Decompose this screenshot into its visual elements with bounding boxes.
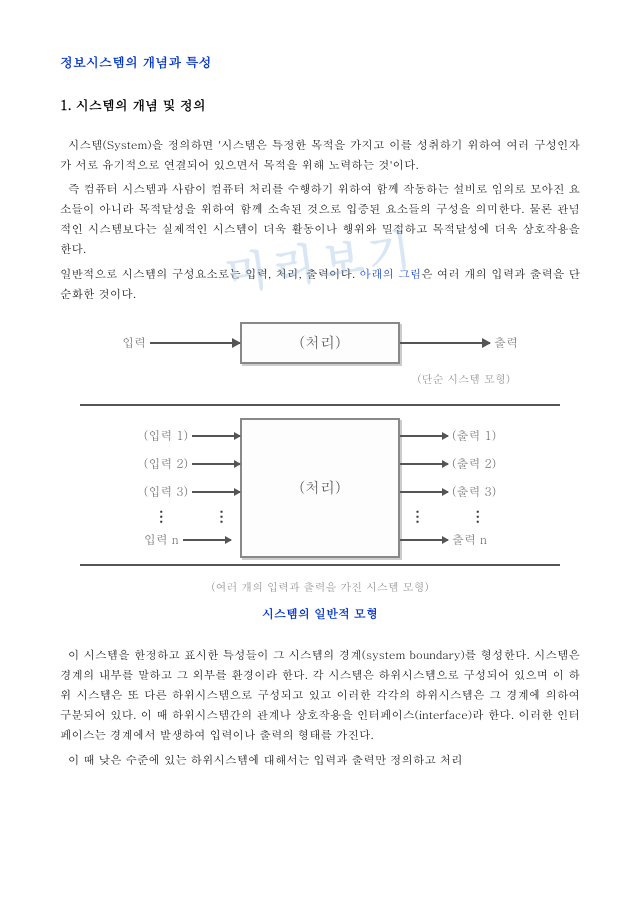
input-2-label: (입력 2)	[144, 453, 188, 475]
input-label: 입력	[122, 332, 146, 354]
figure-title: 시스템의 일반적 모형	[60, 603, 580, 625]
paragraph-1: 시스템(System)을 정의하면 '시스템은 특정한 목적을 가지고 이를 성…	[60, 135, 580, 175]
diagram-simple-system: 입력 (처리) 출력 (단순 시스템 모형) (입력 1) (입력 2) (입력…	[60, 322, 580, 625]
arrow-icon	[400, 463, 448, 465]
page-title: 정보시스템의 개념과 특성	[60, 50, 580, 73]
output-2-label: (출력 2)	[452, 453, 496, 475]
arrow-icon	[400, 539, 448, 541]
output-1-label: (출력 1)	[452, 425, 496, 447]
paragraph-2a: 즉 컴퓨터 시스템과 사람이 컴퓨터 처리를 수행하기 위하여 함께 작동하는 …	[60, 179, 580, 260]
input-1-label: (입력 1)	[144, 425, 188, 447]
arrow-icon	[150, 342, 240, 344]
diagram-multi-io: (입력 1) (입력 2) (입력 3) ⋮ ⋮ 입력 n (처리) (출력 1…	[60, 418, 580, 558]
section-heading: 1. 시스템의 개념 및 정의	[60, 93, 580, 116]
arrow-icon	[400, 342, 490, 344]
input-n-label: 입력 n	[144, 529, 179, 551]
arrow-icon	[400, 491, 448, 493]
arrow-icon	[400, 435, 448, 437]
vdots-icon: ⋮ ⋮	[400, 510, 496, 521]
diagram1-caption: (단순 시스템 모형)	[60, 370, 580, 390]
arrow-icon	[192, 491, 240, 493]
input-3-label: (입력 3)	[144, 481, 188, 503]
divider-line	[80, 564, 560, 566]
paragraph-2b-link: 아래의 그림	[360, 266, 422, 282]
output-n-label: 출력 n	[452, 529, 487, 551]
paragraph-4: 이 때 낮은 수준에 있는 하위시스템에 대해서는 입력과 출력만 정의하고 처…	[60, 750, 580, 770]
paragraph-3: 이 시스템을 한정하고 표시한 특성들이 그 시스템의 경계(system bo…	[60, 645, 580, 746]
arrow-icon	[183, 539, 231, 541]
arrow-icon	[192, 435, 240, 437]
output-3-label: (출력 3)	[452, 481, 496, 503]
divider-line	[80, 404, 560, 406]
arrow-icon	[192, 463, 240, 465]
process-box: (처리)	[240, 322, 400, 364]
paragraph-2b-pre: 일반적으로 시스템의 구성요소로는 입력, 처리, 출력이다.	[60, 266, 360, 282]
vdots-icon: ⋮ ⋮	[144, 510, 240, 521]
diagram2-caption: (여러 개의 입력과 출력을 가진 시스템 모형)	[60, 578, 580, 598]
process-box-large: (처리)	[240, 418, 400, 558]
output-label: 출력	[494, 332, 518, 354]
paragraph-2b: 일반적으로 시스템의 구성요소로는 입력, 처리, 출력이다. 아래의 그림은 …	[60, 264, 580, 304]
